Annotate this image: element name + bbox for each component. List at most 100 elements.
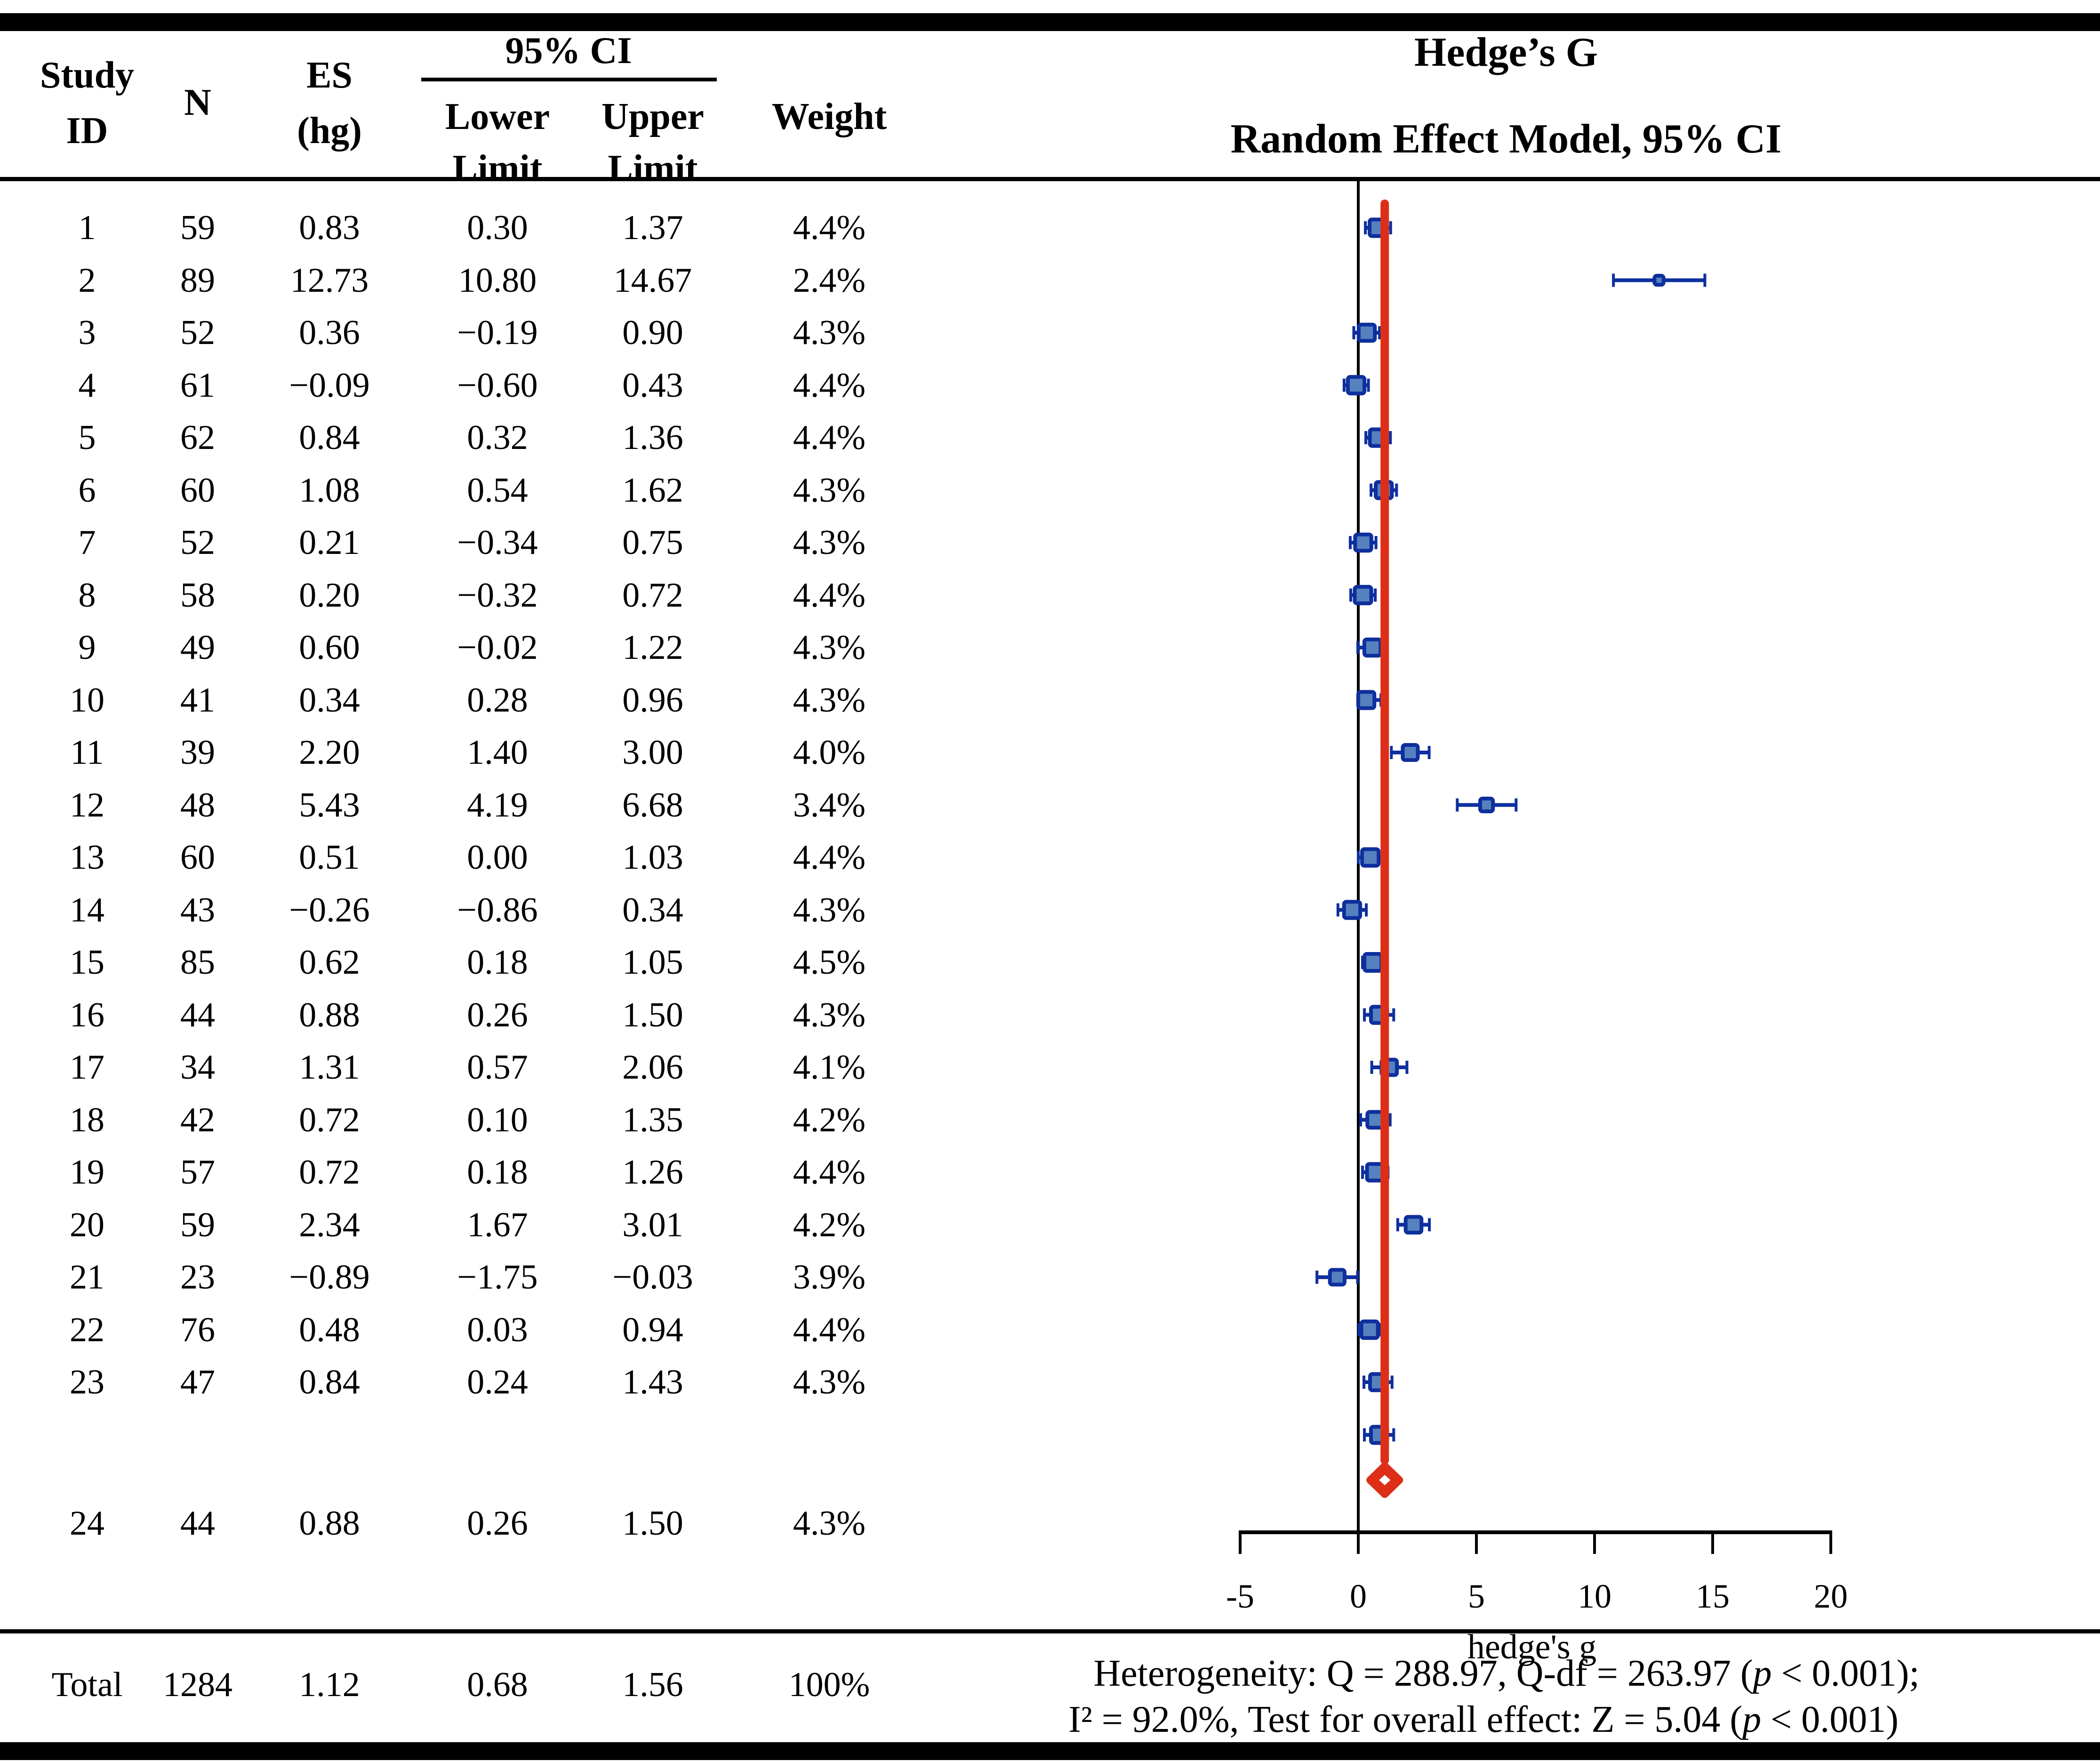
- table-cell-lower: 4.19: [467, 785, 528, 824]
- table-cell-n: 62: [180, 418, 215, 457]
- table-cell-study-id: 9: [78, 628, 96, 667]
- table-cell-lower: −1.75: [457, 1258, 538, 1297]
- table-cell-lower: −0.32: [457, 576, 538, 615]
- table-cell-n: 89: [180, 261, 215, 300]
- table-cell-n: 34: [180, 1048, 215, 1087]
- stat-text: < 0.001);: [1771, 1653, 1920, 1694]
- table-cell-study-id: 19: [70, 1153, 104, 1192]
- x-axis-tick-label: 0: [1350, 1577, 1367, 1615]
- table-cell-weight: 4.4%: [793, 838, 866, 877]
- x-axis-tick: [1475, 1532, 1478, 1554]
- table-cell-lower: −0.34: [457, 523, 538, 562]
- table-cell-weight: 4.3%: [793, 890, 866, 929]
- table-cell-upper: 1.03: [622, 838, 683, 877]
- table-cell-study-id: 11: [70, 733, 104, 772]
- overall-effect-diamond-hole: [1379, 1475, 1391, 1485]
- x-axis-tick: [1593, 1532, 1596, 1554]
- table-cell-n: 61: [180, 366, 215, 405]
- table-cell-weight: 4.2%: [793, 1205, 866, 1244]
- table-cell-n: 44: [180, 1504, 215, 1543]
- table-cell-upper: 3.01: [622, 1205, 683, 1244]
- table-cell-es: 1.31: [299, 1048, 360, 1087]
- table-cell-lower: 1.40: [467, 733, 528, 772]
- table-cell-es: 0.51: [299, 838, 360, 877]
- ci-cap-left: [1357, 851, 1360, 864]
- table-cell-study-id: 18: [70, 1100, 104, 1139]
- table-cell-upper: 0.34: [622, 890, 683, 929]
- table-cell-upper: 0.96: [622, 680, 683, 720]
- table-cell-n: 23: [180, 1258, 215, 1297]
- table-cell-upper: 14.67: [613, 261, 692, 300]
- table-cell-upper: 0.90: [622, 313, 683, 352]
- stat-p-symbol: p: [1753, 1653, 1772, 1694]
- table-cell-upper: 0.94: [622, 1310, 683, 1349]
- table-cell-es: 0.48: [299, 1310, 360, 1349]
- table-cell-n: 52: [180, 313, 215, 352]
- table-cell-upper: 2.06: [622, 1048, 683, 1087]
- x-axis-tick-label: 15: [1696, 1577, 1730, 1615]
- table-cell-weight: 3.4%: [793, 785, 866, 824]
- ci-cap-left: [1361, 956, 1364, 969]
- table-cell-upper: 1.22: [622, 628, 683, 667]
- table-cell-lower: −0.86: [457, 890, 538, 929]
- table-cell-lower: 0.24: [467, 1363, 528, 1401]
- table-cell-weight: 4.3%: [793, 1504, 866, 1543]
- ci-cap-left: [1363, 1376, 1366, 1389]
- ci-cap-right: [1389, 431, 1392, 444]
- table-cell-n: 52: [180, 523, 215, 562]
- table-cell-study-id: 20: [70, 1205, 104, 1244]
- col-header-lower-line2: Limit: [452, 148, 543, 189]
- col-header-study-line1: Study: [40, 55, 135, 96]
- ci-cap-right: [1427, 746, 1431, 759]
- table-cell-n: 39: [180, 733, 215, 772]
- ci-cap-left: [1336, 903, 1339, 917]
- table-cell-study-id: 24: [70, 1504, 104, 1543]
- table-cell-weight: 4.4%: [793, 208, 866, 247]
- col-header-study-line2: ID: [66, 110, 108, 152]
- table-cell-n: 48: [180, 785, 215, 824]
- table-cell-study-id: 2: [78, 261, 96, 300]
- table-cell-weight: 4.3%: [793, 1363, 866, 1401]
- table-cell-weight: 4.0%: [793, 733, 866, 772]
- ci-cap-left: [1370, 483, 1373, 497]
- pretotal-rule: [0, 1629, 2100, 1633]
- table-cell-study-id: 16: [70, 995, 104, 1034]
- col-header-lower-line1: Lower: [445, 96, 550, 137]
- table-cell-upper: 1.43: [622, 1363, 683, 1401]
- ci-cap-right: [1392, 1008, 1395, 1022]
- effect-size-square: [1356, 690, 1377, 710]
- table-cell-es: 0.62: [299, 943, 360, 982]
- table-cell-es: −0.26: [289, 890, 370, 929]
- table-cell-total-upper: 1.56: [622, 1665, 683, 1704]
- table-cell-upper: 1.50: [622, 995, 683, 1034]
- table-cell-study-id: 15: [70, 943, 104, 982]
- table-cell-weight: 4.1%: [793, 1048, 866, 1087]
- table-cell-total-n: 1284: [163, 1665, 232, 1704]
- table-cell-lower: 0.28: [467, 680, 528, 720]
- table-cell-weight: 4.3%: [793, 523, 866, 562]
- table-cell-lower: −0.19: [457, 313, 538, 352]
- x-axis-tick-label: -5: [1226, 1577, 1254, 1615]
- table-cell-lower: −0.60: [457, 366, 538, 405]
- effect-size-square: [1353, 532, 1373, 553]
- table-cell-es: 1.08: [299, 471, 360, 510]
- col-header-es-line2: (hg): [297, 110, 362, 152]
- ci-cap-left: [1363, 1428, 1366, 1441]
- ci-cap-left: [1363, 1008, 1366, 1022]
- overall-effect-line: [1380, 200, 1389, 1465]
- table-cell-study-id: 17: [70, 1048, 104, 1087]
- table-cell-es: 0.72: [299, 1153, 360, 1192]
- ci-cap-left: [1361, 1166, 1364, 1179]
- ci-cap-left: [1356, 641, 1359, 654]
- table-cell-upper: 1.05: [622, 943, 683, 982]
- ci-cap-right: [1703, 273, 1707, 287]
- effect-size-square: [1360, 847, 1381, 868]
- table-cell-es: 0.84: [299, 418, 360, 457]
- table-cell-es: 0.60: [299, 628, 360, 667]
- table-cell-upper: 6.68: [622, 785, 683, 824]
- table-cell-upper: 1.37: [622, 208, 683, 247]
- table-cell-n: 47: [180, 1363, 215, 1401]
- effect-size-square: [1328, 1268, 1347, 1287]
